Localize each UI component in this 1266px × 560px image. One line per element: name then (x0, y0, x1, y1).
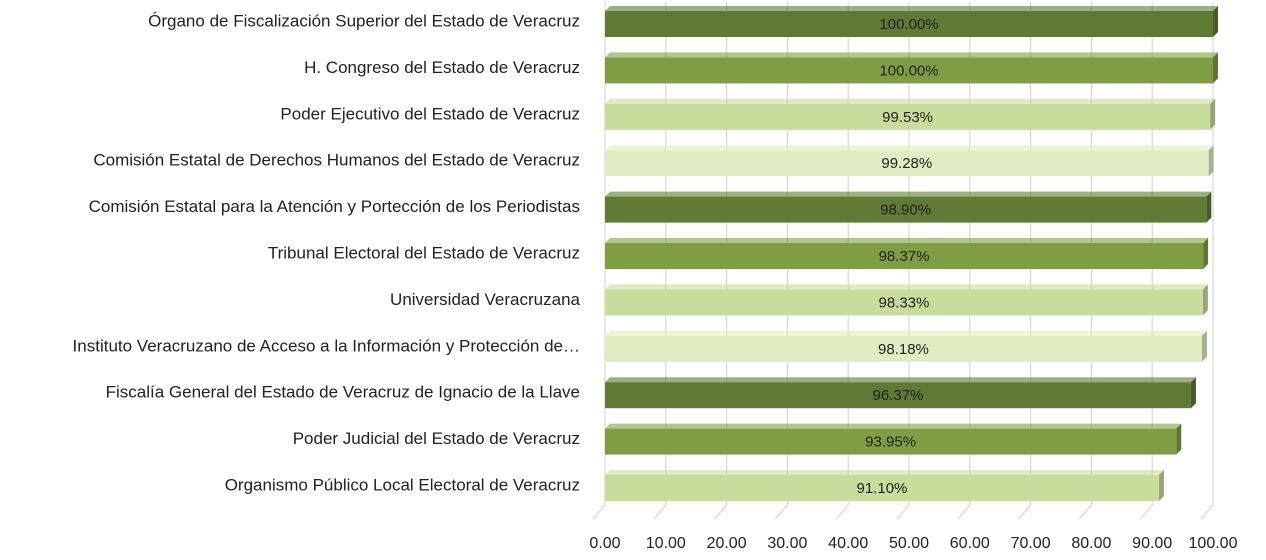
bar-side (1176, 423, 1182, 455)
bar-side (1190, 377, 1196, 409)
bar (605, 428, 1177, 455)
y-tick-label: Organismo Público Local Electoral de Ver… (225, 475, 580, 494)
bar-side (1210, 98, 1216, 130)
bar-side (1202, 284, 1208, 316)
y-tick-label: H. Congreso del Estado de Veracruz (304, 58, 580, 77)
bar-side (1213, 6, 1218, 37)
x-tick-label: 80.00 (1071, 535, 1111, 552)
bar-side (1206, 191, 1212, 223)
y-tick-label: Poder Judicial del Estado de Veracruz (293, 429, 580, 448)
y-tick-label: Fiscalía General del Estado de Veracruz … (106, 383, 580, 402)
bar-top (605, 145, 1214, 151)
bar-side (1203, 238, 1209, 269)
x-tick-label: 60.00 (950, 535, 990, 552)
value-label: 99.53% (882, 109, 933, 126)
value-label: 99.28% (881, 155, 932, 172)
bar-side (1208, 145, 1214, 177)
bar (605, 196, 1207, 223)
value-label: 98.33% (878, 294, 929, 311)
bar-top (605, 98, 1216, 104)
value-label: 93.95% (865, 434, 916, 451)
x-tick-label: 40.00 (828, 535, 868, 552)
value-label: 98.18% (878, 341, 929, 358)
x-tick-label: 0.00 (589, 535, 620, 552)
bar-top (605, 377, 1196, 383)
bar (605, 475, 1159, 501)
x-tick-label: 70.00 (1011, 535, 1051, 552)
x-tick-label: 30.00 (767, 535, 807, 552)
bar-top (605, 6, 1218, 11)
bar-top (605, 238, 1209, 243)
bar-side (1213, 52, 1218, 84)
bar (605, 57, 1213, 84)
bar-top (605, 330, 1207, 336)
bar (605, 11, 1213, 37)
bar (605, 243, 1204, 269)
x-tick-label: 50.00 (889, 535, 929, 552)
y-tick-label: Instituto Veracruzano de Acceso a la Inf… (73, 336, 580, 355)
bar (605, 382, 1191, 409)
bar-top (605, 470, 1164, 475)
y-tick-label: Universidad Veracruzana (390, 290, 580, 309)
x-tick-label: 10.00 (646, 535, 686, 552)
value-label: 98.90% (880, 202, 931, 219)
bar (605, 150, 1209, 177)
y-tick-label: Tribunal Electoral del Estado de Veracru… (268, 243, 580, 262)
grid-line (592, 2, 606, 520)
bar-top (605, 191, 1212, 197)
y-tick-label: Comisión Estatal para la Atención y Port… (89, 197, 580, 216)
value-label: 100.00% (879, 62, 938, 79)
bar-top (605, 52, 1218, 58)
x-tick-label: 100.00 (1189, 535, 1238, 552)
bar-top (605, 423, 1182, 429)
bar (605, 103, 1211, 130)
value-label: 98.37% (879, 248, 930, 265)
y-tick-label: Órgano de Fiscalización Superior del Est… (148, 11, 580, 30)
y-tick-label: Poder Ejecutivo del Estado de Veracruz (280, 104, 580, 123)
x-tick-label: 20.00 (707, 535, 747, 552)
bar-side (1201, 330, 1207, 362)
bar-top (605, 284, 1208, 290)
bar-side (1158, 470, 1164, 501)
bar (605, 335, 1202, 362)
y-tick-label: Comisión Estatal de Derechos Humanos del… (93, 151, 580, 170)
value-label: 91.10% (857, 480, 908, 497)
value-label: 100.00% (879, 16, 938, 33)
bar (605, 289, 1203, 316)
value-label: 96.37% (873, 387, 924, 404)
x-tick-label: 90.00 (1132, 535, 1172, 552)
